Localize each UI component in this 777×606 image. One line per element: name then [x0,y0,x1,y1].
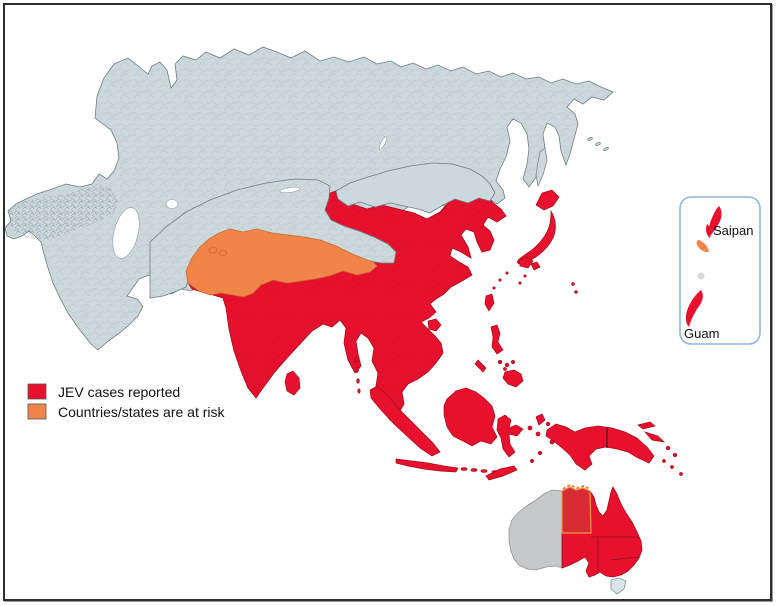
region-cases-moluccas [535,413,546,426]
legend: JEV cases reported Countries/states are … [27,383,226,420]
legend-label-at-risk: Countries/states are at risk [58,404,226,420]
region-cases-bismarck [637,421,666,443]
australia-state-borders [591,536,640,572]
inset-label-guam: Guam [684,326,719,341]
region-cases-hainan [427,318,442,332]
lake-caspian [112,207,140,259]
legend-swatch-cases [27,383,47,400]
region-cases-sumatra [369,385,441,457]
australia [508,483,643,595]
nt-coast-at-risk-fringe [562,483,591,490]
admin-borders-central-asia-texture [150,179,396,298]
region-cases-java [395,458,459,473]
admin-borders-turkey-texture [8,184,118,240]
inset-guam-shape [685,290,703,327]
region-cases-japan-hokkaido [535,189,560,211]
inset-label-saipan: Saipan [713,223,753,238]
lakes [112,136,388,259]
region-cases-northern-territory [561,486,592,534]
region-cases-islands [284,189,683,481]
region-cases-sri-lanka [284,370,301,396]
legend-label-cases: JEV cases reported [58,384,180,400]
lake-baikal [378,136,388,150]
region-no-data-sakhalin-kurils [535,137,609,188]
inset-dot [697,272,705,280]
region-no-data-tasmania [610,577,627,595]
region-no-data-mongolia [335,162,496,214]
inset-saipan-shape [706,206,722,238]
inset-box: Saipan Guam [679,196,761,345]
region-at-risk-pakistan-himalaya [185,228,378,298]
region-cases-borneo [443,387,498,447]
legend-swatch-at-risk [27,403,47,420]
inset-at-risk-shape [696,240,709,253]
region-cases-sulawesi [496,414,524,458]
region-cases-japan-kyushu-shikoku [518,256,541,271]
region-cases-philippines [474,324,524,388]
region-cases-new-guinea [545,423,655,471]
lake-aral [165,199,179,209]
region-cases-japan-honshu [516,209,556,265]
region-cases-timor [485,465,518,481]
lake-balkhash [279,186,301,194]
region-cases-taiwan [484,293,495,312]
inset-border [679,196,761,345]
region-no-data-western-australia [508,489,563,571]
